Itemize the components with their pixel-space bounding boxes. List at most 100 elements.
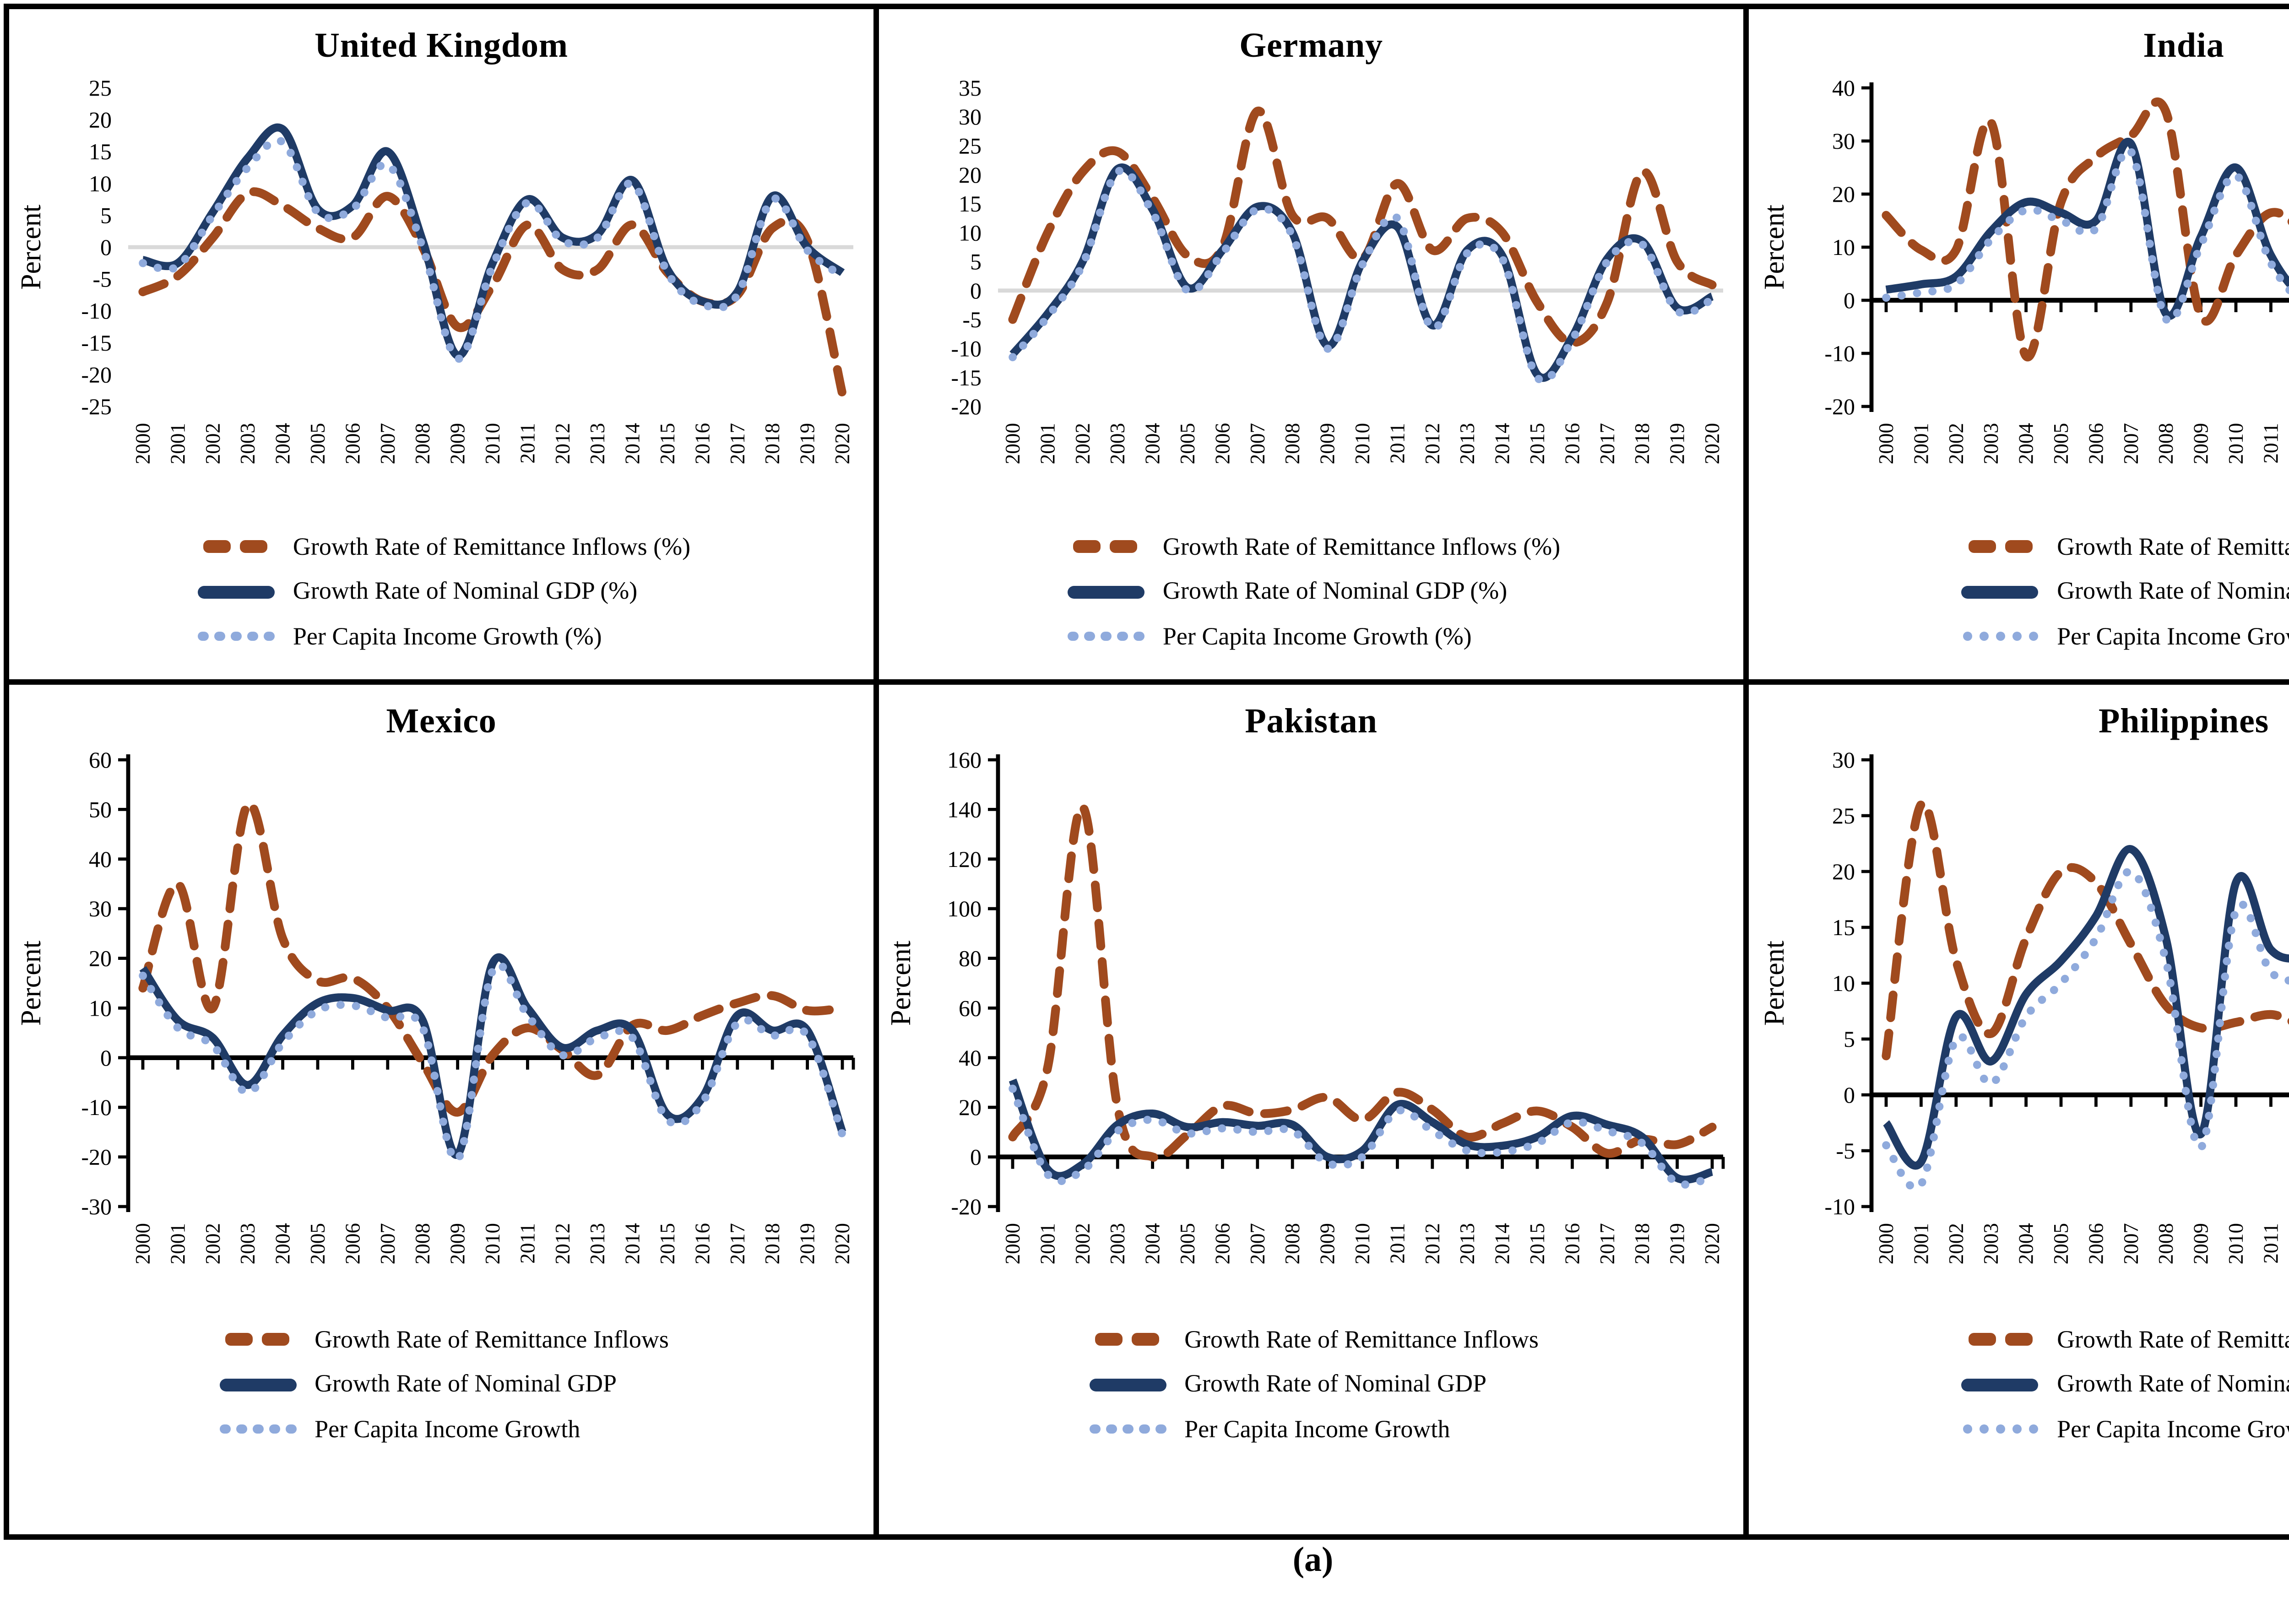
svg-text:30: 30 — [89, 895, 112, 921]
svg-text:2002: 2002 — [201, 1223, 224, 1264]
svg-text:2011: 2011 — [1386, 1223, 1409, 1263]
legend-item-per-capita: Per Capita Income Growth — [1084, 1417, 1450, 1441]
svg-text:-5: -5 — [1835, 1137, 1854, 1163]
svg-text:-25: -25 — [81, 393, 112, 419]
svg-text:2011: 2011 — [2258, 422, 2281, 463]
svg-text:2002: 2002 — [1071, 422, 1094, 464]
svg-text:2002: 2002 — [1944, 422, 1967, 464]
svg-text:15: 15 — [959, 190, 982, 216]
svg-text:Percent: Percent — [1758, 204, 1789, 289]
svg-text:0: 0 — [1843, 287, 1854, 313]
legend-label: Growth Rate of Remittance Inflows (%) — [1162, 532, 1561, 560]
svg-text:2012: 2012 — [551, 1223, 574, 1264]
svg-text:2005: 2005 — [1176, 422, 1199, 464]
legend-label: Growth Rate of Remittance Inflows — [315, 1325, 669, 1353]
svg-text:5: 5 — [1843, 1026, 1854, 1051]
panel-philippines: Philippines 30 25 20 15 10 5 0 -5 -10 2000 2001 200… — [1749, 685, 2289, 1534]
svg-text:30: 30 — [959, 103, 982, 129]
legend-label: Per Capita Income Growth — [315, 1415, 580, 1443]
svg-text:2001: 2001 — [166, 422, 189, 464]
legend-label: Per Capita Income Growth — [1184, 1415, 1450, 1443]
svg-text:2002: 2002 — [1944, 1223, 1967, 1264]
svg-text:-20: -20 — [951, 1193, 982, 1219]
svg-text:2008: 2008 — [1281, 422, 1304, 464]
svg-text:-20: -20 — [1823, 393, 1854, 419]
svg-text:2008: 2008 — [1281, 1223, 1304, 1264]
svg-text:2016: 2016 — [1561, 1223, 1584, 1264]
svg-text:30: 30 — [1831, 128, 1854, 153]
svg-text:2005: 2005 — [2049, 1223, 2072, 1264]
svg-text:-20: -20 — [951, 393, 982, 419]
svg-text:2009: 2009 — [1316, 422, 1339, 464]
svg-text:2012: 2012 — [1421, 1223, 1444, 1264]
legend-item-nominal-gdp: Growth Rate of Nominal GDP (%) — [192, 579, 637, 604]
svg-text:-20: -20 — [81, 1144, 112, 1169]
svg-text:2011: 2011 — [516, 1223, 539, 1263]
svg-text:2004: 2004 — [2014, 1223, 2037, 1264]
svg-text:2005: 2005 — [1176, 1223, 1199, 1264]
svg-text:20: 20 — [89, 945, 112, 971]
legend-label: Growth Rate of Nominal GDP (%) — [293, 577, 638, 605]
svg-text:2009: 2009 — [446, 1223, 469, 1264]
svg-text:2009: 2009 — [2189, 422, 2212, 464]
svg-text:2017: 2017 — [726, 1223, 749, 1264]
svg-text:2014: 2014 — [1491, 1223, 1514, 1264]
svg-text:25: 25 — [959, 133, 982, 158]
svg-text:2010: 2010 — [1351, 1223, 1374, 1264]
svg-text:2009: 2009 — [1316, 1223, 1339, 1264]
svg-text:2008: 2008 — [2153, 1223, 2176, 1264]
svg-text:25: 25 — [1831, 802, 1854, 828]
legend-item-remittance: Growth Rate of Remittance Inflows — [1084, 1327, 1539, 1352]
svg-text:2003: 2003 — [236, 1223, 259, 1264]
svg-text:2015: 2015 — [1526, 1223, 1549, 1264]
svg-text:2013: 2013 — [586, 1223, 609, 1264]
svg-text:2004: 2004 — [271, 1223, 294, 1264]
svg-text:2001: 2001 — [1909, 422, 1931, 464]
svg-text:2003: 2003 — [1106, 1223, 1129, 1264]
panel-india: India 40 30 20 10 0 -10 -20 2000 2001 2002 2003 200… — [1749, 9, 2289, 685]
nominal-gdp-line-swatch — [1084, 1378, 1172, 1391]
svg-text:-10: -10 — [1823, 340, 1854, 366]
svg-text:25: 25 — [89, 75, 112, 100]
svg-text:140: 140 — [947, 796, 982, 822]
svg-text:2010: 2010 — [481, 1223, 504, 1264]
chart-title: India — [2143, 27, 2224, 66]
svg-text:60: 60 — [89, 747, 112, 772]
chart-grid-figure: United Kingdom 25 20 15 10 5 0 -5 -10 -15 -20 -25 2… — [4, 4, 2289, 1540]
svg-text:Percent: Percent — [1758, 940, 1789, 1025]
svg-text:2016: 2016 — [691, 422, 714, 464]
panel-united-kingdom: United Kingdom 25 20 15 10 5 0 -5 -10 -15 -20 -25 2… — [9, 9, 879, 685]
legend-label: Growth Rate of Remittance Inflows (%) — [293, 532, 691, 560]
chart-title: Germany — [1239, 27, 1383, 66]
svg-text:2014: 2014 — [621, 422, 644, 464]
svg-text:2001: 2001 — [166, 1223, 189, 1264]
legend-item-nominal-gdp: Growth Rate of Nominal GDP — [1956, 579, 2289, 604]
svg-text:-10: -10 — [1823, 1193, 1854, 1219]
svg-text:2009: 2009 — [2189, 1223, 2212, 1264]
nominal-gdp-line-swatch — [1956, 1378, 2044, 1391]
remittance-line-swatch — [1956, 541, 2044, 553]
svg-text:80: 80 — [959, 945, 982, 971]
legend-item-per-capita: Per Capita Income Growth (%) — [192, 624, 602, 649]
legend-item-nominal-gdp: Growth Rate of Nominal GDP — [1084, 1372, 1486, 1397]
panel-pakistan: Pakistan 160 140 120 100 80 60 40 20 0 -20 2000 200… — [879, 685, 1749, 1534]
remittance-line-swatch — [214, 1333, 302, 1346]
svg-text:2014: 2014 — [621, 1223, 644, 1264]
svg-text:-30: -30 — [81, 1193, 112, 1219]
line-chart-pakistan: 160 140 120 100 80 60 40 20 0 -20 2000 2001 2002 2003… — [885, 747, 1725, 1264]
legend-label: Growth Rate of Remittance Inflows — [1184, 1325, 1539, 1353]
svg-text:2018: 2018 — [1631, 1223, 1654, 1264]
svg-text:2020: 2020 — [831, 1223, 854, 1264]
svg-text:2001: 2001 — [1909, 1223, 1931, 1264]
svg-text:20: 20 — [1831, 858, 1854, 884]
remittance-line-swatch — [1062, 541, 1150, 553]
svg-text:2012: 2012 — [1421, 422, 1444, 464]
svg-text:2003: 2003 — [1106, 422, 1129, 464]
legend-label: Per Capita Income Growth (%) — [293, 622, 602, 650]
legend: Growth Rate of Remittance Inflows (%) Gr… — [1062, 534, 1560, 649]
nominal-gdp-line-swatch — [1956, 585, 2044, 598]
svg-text:2008: 2008 — [411, 1223, 434, 1264]
svg-text:2007: 2007 — [376, 422, 399, 464]
svg-text:2015: 2015 — [656, 1223, 679, 1264]
